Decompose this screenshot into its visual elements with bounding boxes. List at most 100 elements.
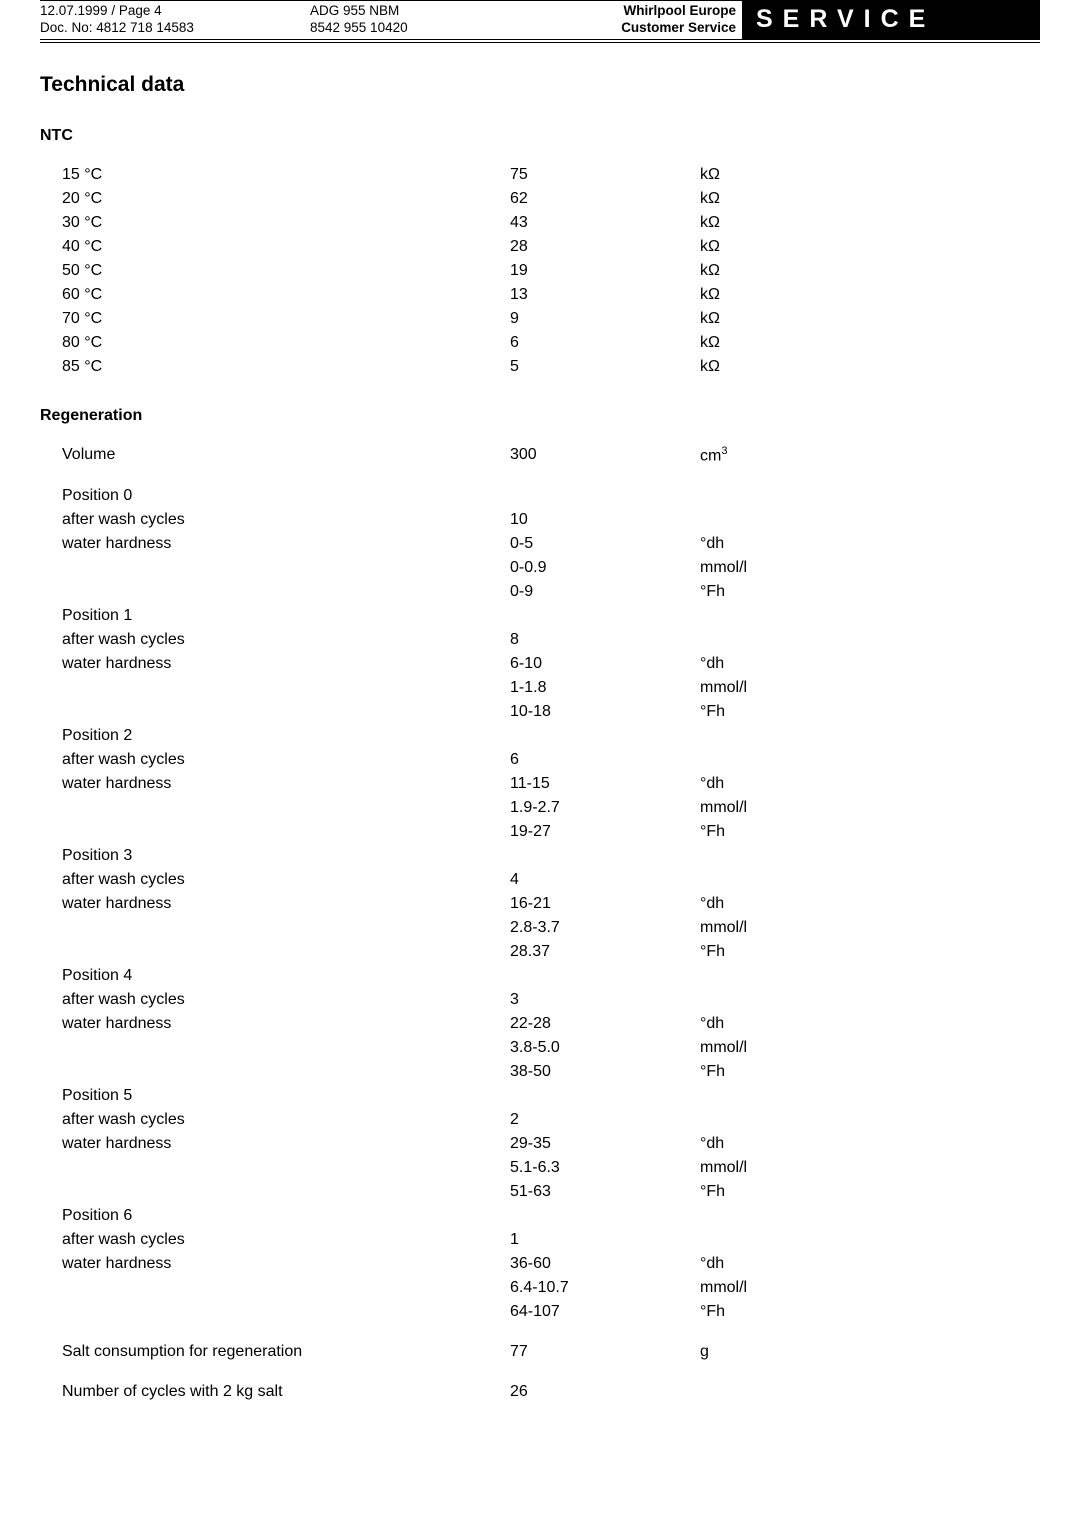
row-salt: Salt consumption for regeneration 77 g	[40, 1340, 1040, 1364]
ntc-value: 28	[510, 235, 700, 259]
unit-volume: cm3	[700, 443, 840, 468]
unit-fh: °Fh	[700, 1180, 840, 1204]
value-after-wash: 6	[510, 748, 700, 772]
value-after-wash: 2	[510, 1108, 700, 1132]
ntc-temp: 80 °C	[40, 331, 510, 355]
value-fh: 10-18	[510, 700, 700, 724]
title-technical: Technical data	[40, 73, 1040, 97]
unit-mmol: mmol/l	[700, 1276, 840, 1300]
ntc-unit: kΩ	[700, 211, 840, 235]
ntc-unit: kΩ	[700, 259, 840, 283]
row-cycles: Number of cycles with 2 kg salt 26	[40, 1380, 1040, 1404]
label-position: Position 3	[40, 844, 510, 868]
regeneration-table: Volume 300 cm3 Position 0after wash cycl…	[40, 443, 1040, 1404]
ntc-temp: 20 °C	[40, 187, 510, 211]
label-volume: Volume	[40, 443, 510, 468]
positions-table: Position 0after wash cycles10water hardn…	[40, 484, 1040, 1324]
row-position-header: Position 5	[40, 1084, 1040, 1108]
position-block: Position 6after wash cycles1water hardne…	[40, 1204, 1040, 1324]
unit-mmol: mmol/l	[700, 1156, 840, 1180]
ntc-temp: 70 °C	[40, 307, 510, 331]
label-salt: Salt consumption for regeneration	[40, 1340, 510, 1364]
label-after-wash: after wash cycles	[40, 1228, 510, 1252]
value-volume: 300	[510, 443, 700, 468]
value-mmol: 5.1-6.3	[510, 1156, 700, 1180]
row-hardness-dh: water hardness0-5°dh	[40, 532, 1040, 556]
ntc-temp: 30 °C	[40, 211, 510, 235]
label-position: Position 1	[40, 604, 510, 628]
ntc-temp: 50 °C	[40, 259, 510, 283]
ntc-value: 62	[510, 187, 700, 211]
unit-cm3-sup: 3	[721, 445, 727, 457]
row-hardness-fh: 19-27°Fh	[40, 820, 1040, 844]
spacer	[40, 468, 1040, 484]
ntc-row: 15 °C75kΩ	[40, 163, 1040, 187]
unit-dh: °dh	[700, 1252, 840, 1276]
row-hardness-fh: 64-107°Fh	[40, 1300, 1040, 1324]
label-after-wash: after wash cycles	[40, 868, 510, 892]
ntc-temp: 15 °C	[40, 163, 510, 187]
row-position-header: Position 0	[40, 484, 1040, 508]
label-hardness: water hardness	[40, 1132, 510, 1156]
unit-fh: °Fh	[700, 1060, 840, 1084]
row-hardness-mmol: 6.4-10.7mmol/l	[40, 1276, 1040, 1300]
ntc-unit: kΩ	[700, 235, 840, 259]
value-cycles: 26	[510, 1380, 700, 1404]
unit-mmol: mmol/l	[700, 556, 840, 580]
value-dh: 11-15	[510, 772, 700, 796]
ntc-row: 30 °C43kΩ	[40, 211, 1040, 235]
unit-dh: °dh	[700, 532, 840, 556]
row-hardness-dh: water hardness6-10°dh	[40, 652, 1040, 676]
unit-cm3-base: cm	[700, 447, 721, 464]
row-hardness-mmol: 1-1.8mmol/l	[40, 676, 1040, 700]
ntc-value: 19	[510, 259, 700, 283]
value-dh: 16-21	[510, 892, 700, 916]
label-after-wash: after wash cycles	[40, 508, 510, 532]
position-block: Position 0after wash cycles10water hardn…	[40, 484, 1040, 604]
label-hardness: water hardness	[40, 772, 510, 796]
ntc-unit: kΩ	[700, 283, 840, 307]
ntc-row: 80 °C6kΩ	[40, 331, 1040, 355]
label-after-wash: after wash cycles	[40, 988, 510, 1012]
value-fh: 28.37	[510, 940, 700, 964]
label-hardness: water hardness	[40, 532, 510, 556]
value-after-wash: 4	[510, 868, 700, 892]
header-banner: SERVICE	[742, 1, 1040, 39]
position-block: Position 1after wash cycles8water hardne…	[40, 604, 1040, 724]
section-ntc: NTC	[40, 127, 1040, 145]
row-after-wash: after wash cycles10	[40, 508, 1040, 532]
header-model-block: ADG 955 NBM 8542 955 10420	[310, 1, 540, 39]
unit-mmol: mmol/l	[700, 916, 840, 940]
label-hardness: water hardness	[40, 1252, 510, 1276]
ntc-row: 40 °C28kΩ	[40, 235, 1040, 259]
ntc-value: 43	[510, 211, 700, 235]
unit-fh: °Fh	[700, 1300, 840, 1324]
row-after-wash: after wash cycles2	[40, 1108, 1040, 1132]
row-after-wash: after wash cycles8	[40, 628, 1040, 652]
unit-salt: g	[700, 1340, 840, 1364]
ntc-value: 6	[510, 331, 700, 355]
section-regeneration: Regeneration	[40, 407, 1040, 425]
row-hardness-dh: water hardness16-21°dh	[40, 892, 1040, 916]
position-block: Position 4after wash cycles3water hardne…	[40, 964, 1040, 1084]
value-mmol: 6.4-10.7	[510, 1276, 700, 1300]
row-position-header: Position 1	[40, 604, 1040, 628]
label-position: Position 6	[40, 1204, 510, 1228]
ntc-row: 20 °C62kΩ	[40, 187, 1040, 211]
value-fh: 19-27	[510, 820, 700, 844]
label-hardness: water hardness	[40, 652, 510, 676]
unit-cycles	[700, 1380, 840, 1404]
row-position-header: Position 3	[40, 844, 1040, 868]
ntc-temp: 60 °C	[40, 283, 510, 307]
row-volume: Volume 300 cm3	[40, 443, 1040, 468]
header-brand-block: Whirlpool Europe Customer Service	[540, 1, 742, 39]
row-hardness-mmol: 5.1-6.3mmol/l	[40, 1156, 1040, 1180]
ntc-row: 50 °C19kΩ	[40, 259, 1040, 283]
value-mmol: 1-1.8	[510, 676, 700, 700]
row-hardness-dh: water hardness29-35°dh	[40, 1132, 1040, 1156]
unit-dh: °dh	[700, 652, 840, 676]
row-after-wash: after wash cycles1	[40, 1228, 1040, 1252]
row-after-wash: after wash cycles6	[40, 748, 1040, 772]
row-hardness-fh: 10-18°Fh	[40, 700, 1040, 724]
spacer	[40, 1364, 1040, 1380]
